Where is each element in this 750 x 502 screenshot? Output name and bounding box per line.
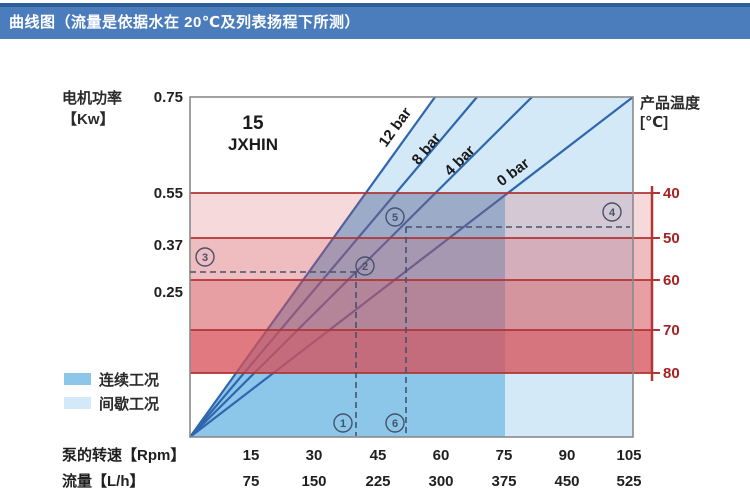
flow-axis-row: 流量【L/h】 75 150 225 300 375 450 525 (62, 472, 642, 490)
power-tick-037: 0.37 (154, 237, 183, 254)
model-number: 15 (242, 113, 264, 134)
temperature-axis: 40 50 60 70 80 (650, 185, 680, 382)
flow-tick: 225 (365, 473, 390, 490)
rpm-tick: 15 (243, 447, 260, 464)
band-50-60 (190, 238, 652, 280)
legend-label-intermittent: 间歇工况 (99, 395, 159, 413)
rpm-axis-row: 泵的转速【Rpm】 15 30 45 60 75 90 105 (62, 446, 642, 464)
marker-4: 4 (602, 202, 622, 222)
reading-guides (190, 226, 630, 436)
power-axis-title-line1: 电机功率 (62, 89, 122, 107)
legend-swatch-continuous (64, 373, 91, 385)
marker-5: 5 (385, 207, 405, 227)
rpm-tick: 60 (433, 447, 450, 464)
rpm-tick: 45 (370, 447, 387, 464)
curve-0bar (189, 96, 634, 438)
flow-tick: 375 (491, 473, 516, 490)
legend: 连续工况 间歇工况 (64, 371, 159, 413)
svg-text:2: 2 (362, 261, 368, 273)
marker-3: 3 (195, 247, 215, 267)
flow-tick: 150 (301, 473, 326, 490)
flow-row-label: 流量【L/h】 (62, 472, 145, 490)
band-70-80 (190, 330, 652, 373)
svg-text:5: 5 (392, 212, 398, 224)
temp-tick-40: 40 (663, 185, 680, 202)
temp-axis-title-line2: [℃] (640, 114, 668, 131)
flow-tick: 525 (616, 473, 641, 490)
flow-tick: 300 (428, 473, 453, 490)
marker-2: 2 (355, 256, 375, 276)
power-axis: 0.75 0.55 0.37 0.25 (154, 89, 183, 301)
flow-tick: 75 (243, 473, 260, 490)
curve-4bar (189, 96, 533, 438)
svg-text:6: 6 (392, 418, 398, 430)
page-title: 曲线图（流量是依据水在 20℃及列表扬程下所测） (9, 14, 361, 31)
rpm-tick: 30 (306, 447, 323, 464)
rpm-tick: 105 (616, 447, 641, 464)
temp-tick-80: 80 (663, 365, 680, 382)
power-tick-055: 0.55 (154, 185, 183, 202)
marker-1: 1 (333, 413, 353, 433)
power-tick-075: 0.75 (154, 89, 183, 106)
title-bar: 曲线图（流量是依据水在 20℃及列表扬程下所测） (0, 3, 750, 39)
marker-6: 6 (385, 413, 405, 433)
legend-label-continuous: 连续工况 (99, 371, 159, 389)
temp-tick-70: 70 (663, 322, 680, 339)
rpm-tick: 75 (496, 447, 513, 464)
power-tick-025: 0.25 (154, 284, 183, 301)
band-60-70 (190, 280, 652, 330)
curve-8bar (189, 96, 478, 438)
rpm-row-label: 泵的转速【Rpm】 (62, 446, 185, 464)
curve-12bar (189, 96, 436, 438)
power-axis-title-line2: 【Kw】 (62, 110, 115, 128)
band-40-50 (190, 193, 652, 238)
band-boundary-lines (190, 192, 652, 374)
legend-swatch-intermittent (64, 397, 91, 409)
model-name: JXHIN (228, 135, 278, 154)
temp-axis-title-line1: 产品温度 (640, 94, 701, 112)
pressure-curves (189, 96, 634, 438)
temp-tick-60: 60 (663, 272, 680, 289)
svg-text:1: 1 (340, 418, 346, 430)
temp-tick-50: 50 (663, 230, 680, 247)
plot-border (189, 96, 634, 438)
flow-tick: 450 (554, 473, 579, 490)
markers: 1 2 3 4 5 6 (195, 202, 622, 433)
svg-text:4: 4 (609, 207, 616, 219)
temperature-bands (190, 193, 652, 373)
svg-text:3: 3 (202, 252, 208, 264)
rpm-tick: 90 (559, 447, 576, 464)
